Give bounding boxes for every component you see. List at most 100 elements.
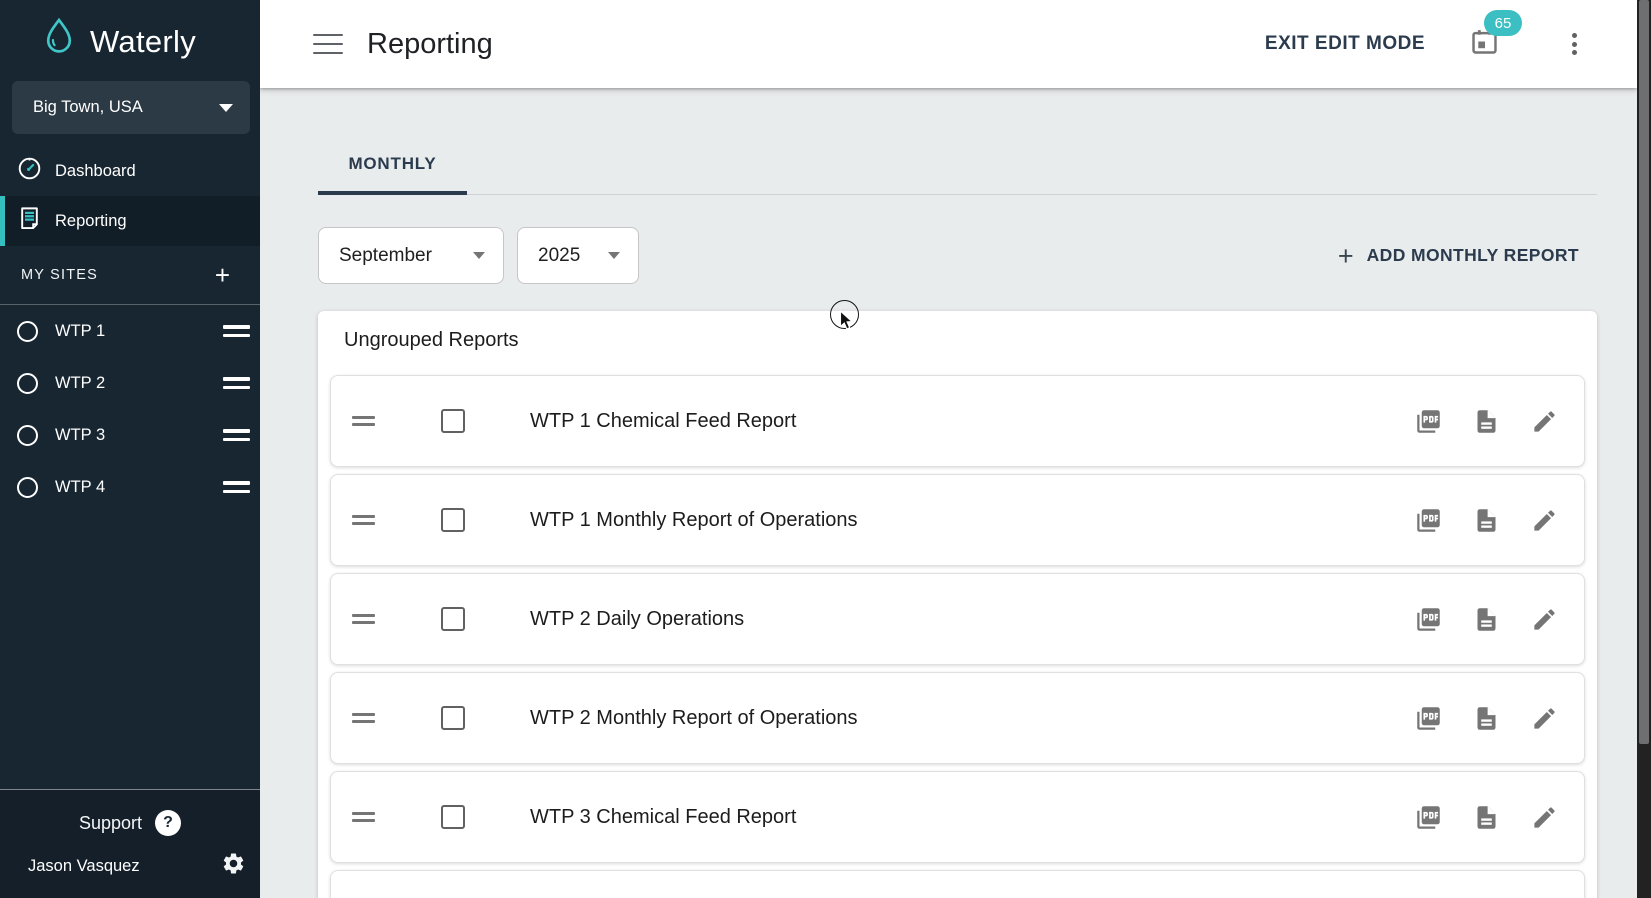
site-label: WTP 3 [55, 426, 221, 445]
report-drag-handle-icon[interactable] [352, 807, 375, 827]
report-title: WTP 3 Chemical Feed Report [530, 806, 1414, 829]
caret-down-icon [219, 104, 233, 112]
user-name: Jason Vasquez [28, 857, 140, 876]
more-options-icon[interactable] [1566, 27, 1583, 61]
edit-icon[interactable] [1530, 704, 1558, 732]
site-circle-icon [17, 425, 38, 446]
tab-monthly[interactable]: MONTHLY [318, 133, 467, 194]
report-row[interactable]: WTP 1 Monthly Report of Operations [330, 474, 1585, 566]
ungrouped-reports-card: Ungrouped Reports WTP 1 Chemical Feed Re… [318, 311, 1597, 898]
waterly-drop-icon [40, 16, 78, 67]
sidebar-site-item[interactable]: WTP 3 [0, 409, 260, 461]
add-monthly-report-label: ADD MONTHLY REPORT [1367, 245, 1579, 266]
page-title: Reporting [367, 28, 493, 61]
help-icon[interactable]: ? [155, 810, 181, 836]
brand-name: Waterly [90, 24, 196, 60]
sidebar-item-label: Reporting [55, 212, 127, 231]
edit-icon[interactable] [1530, 407, 1558, 435]
sidebar-footer: Support ? Jason Vasquez [0, 789, 260, 898]
support-label: Support [79, 813, 142, 834]
gauge-icon [16, 155, 43, 187]
report-actions [1414, 506, 1558, 534]
month-select[interactable]: September [318, 227, 504, 284]
report-row[interactable]: WTP 2 Daily Operations [330, 573, 1585, 665]
document-icon[interactable] [1472, 506, 1500, 534]
sidebar-item-reporting[interactable]: Reporting [0, 196, 260, 246]
report-drag-handle-icon[interactable] [352, 609, 375, 629]
report-checkbox[interactable] [441, 607, 465, 631]
site-circle-icon [17, 373, 38, 394]
my-sites-header: MY SITES + [0, 246, 260, 304]
content: MONTHLY September 2025 + ADD MONTHLY REP… [260, 88, 1637, 898]
page-scrollbar[interactable] [1637, 0, 1651, 898]
tabs: MONTHLY [318, 133, 1597, 195]
site-drag-handle-icon[interactable] [221, 373, 252, 393]
site-label: WTP 4 [55, 478, 221, 497]
sidebar-item-dashboard[interactable]: Dashboard [0, 146, 260, 196]
report-title: WTP 2 Monthly Report of Operations [530, 707, 1414, 730]
group-title: Ungrouped Reports [330, 326, 1585, 354]
report-row[interactable]: WTP 3 Chemical Feed Report [330, 771, 1585, 863]
calendar-button[interactable]: 65 [1469, 26, 1500, 62]
report-actions [1414, 605, 1558, 633]
month-value: September [339, 245, 432, 267]
report-drag-handle-icon[interactable] [352, 708, 375, 728]
edit-icon[interactable] [1530, 605, 1558, 633]
support-link[interactable]: Support ? [0, 802, 260, 844]
pdf-icon[interactable] [1414, 407, 1442, 435]
pdf-icon[interactable] [1414, 605, 1442, 633]
sidebar-nav: Dashboard Reporting [0, 146, 260, 246]
report-row[interactable] [330, 870, 1585, 898]
topbar: Reporting EXIT EDIT MODE 65 [260, 0, 1637, 88]
user-row: Jason Vasquez [0, 844, 260, 888]
report-checkbox[interactable] [441, 805, 465, 829]
main-area: Reporting EXIT EDIT MODE 65 MONTHLY Sept… [260, 0, 1637, 898]
report-drag-handle-icon[interactable] [352, 411, 375, 431]
report-checkbox[interactable] [441, 706, 465, 730]
pdf-icon[interactable] [1414, 506, 1442, 534]
site-label: WTP 1 [55, 322, 221, 341]
site-drag-handle-icon[interactable] [221, 477, 252, 497]
location-selector[interactable]: Big Town, USA [12, 81, 250, 134]
edit-icon[interactable] [1530, 506, 1558, 534]
pdf-icon[interactable] [1414, 704, 1442, 732]
site-circle-icon [17, 477, 38, 498]
document-icon[interactable] [1472, 803, 1500, 831]
exit-edit-mode-button[interactable]: EXIT EDIT MODE [1259, 25, 1431, 63]
report-checkbox[interactable] [441, 409, 465, 433]
gear-icon[interactable] [221, 851, 246, 881]
report-drag-handle-icon[interactable] [352, 510, 375, 530]
sites-list: WTP 1 WTP 2 WTP 3 WTP 4 [0, 305, 260, 513]
report-row[interactable]: WTP 1 Chemical Feed Report [330, 375, 1585, 467]
sidebar-site-item[interactable]: WTP 4 [0, 461, 260, 513]
report-actions [1414, 704, 1558, 732]
report-checkbox[interactable] [441, 508, 465, 532]
filters: September 2025 + ADD MONTHLY REPORT [318, 227, 1597, 284]
site-drag-handle-icon[interactable] [221, 425, 252, 445]
add-monthly-report-button[interactable]: + ADD MONTHLY REPORT [1336, 238, 1581, 274]
report-actions [1414, 407, 1558, 435]
edit-icon[interactable] [1530, 803, 1558, 831]
location-value: Big Town, USA [33, 98, 143, 117]
caret-down-icon [473, 252, 485, 259]
document-icon[interactable] [1472, 407, 1500, 435]
sidebar-spacer [0, 513, 260, 789]
year-select[interactable]: 2025 [517, 227, 639, 284]
report-row[interactable]: WTP 2 Monthly Report of Operations [330, 672, 1585, 764]
sidebar-site-item[interactable]: WTP 2 [0, 357, 260, 409]
site-drag-handle-icon[interactable] [221, 321, 252, 341]
site-circle-icon [17, 321, 38, 342]
document-icon[interactable] [1472, 704, 1500, 732]
calendar-badge: 65 [1484, 10, 1522, 36]
year-value: 2025 [538, 245, 580, 267]
menu-icon[interactable] [313, 30, 343, 59]
brand: Waterly [0, 0, 260, 81]
report-title: WTP 1 Monthly Report of Operations [530, 509, 1414, 532]
sidebar-site-item[interactable]: WTP 1 [0, 305, 260, 357]
report-rows: WTP 1 Chemical Feed Report [330, 375, 1585, 898]
calendar-icon [1469, 44, 1500, 61]
scrollbar-thumb[interactable] [1639, 0, 1649, 744]
document-icon[interactable] [1472, 605, 1500, 633]
pdf-icon[interactable] [1414, 803, 1442, 831]
add-site-button[interactable]: + [215, 265, 230, 285]
